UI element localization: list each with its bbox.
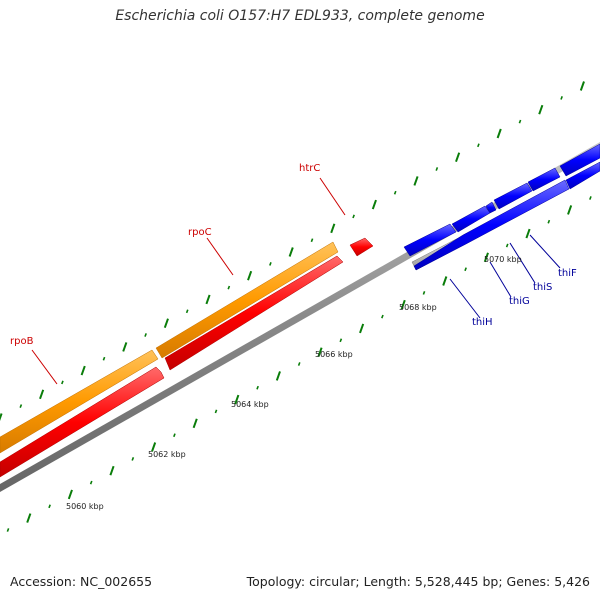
inner-tick-minor [173,433,176,438]
inner-tick-major [192,418,198,429]
outer-tick-minor [269,262,272,266]
label-htrC: htrC [299,163,320,174]
outer-tick-minor [185,309,189,314]
leader-htrC [319,177,346,216]
inner-tick-minor [547,219,551,224]
leader-thiF [529,234,561,269]
inner-tick-major [67,489,73,500]
gene-rpoC-forward [155,241,339,359]
gene-thi-4 [493,182,533,210]
scale-label-5068: 5068 kbp [399,303,437,312]
scale-label-5066: 5066 kbp [315,350,353,359]
gene-thi-3 [485,201,497,214]
scale-label-5070: 5070 kbp [484,255,522,264]
outer-tick-major [163,318,169,329]
inner-tick-minor [589,196,592,200]
outer-tick-major [288,247,294,257]
outer-tick-major [80,365,86,376]
inner-tick-major [26,513,32,523]
inner-tick-minor [214,409,218,414]
outer-tick-minor [310,238,314,243]
map-title: Escherichia coli O157:H7 EDL933, complet… [115,8,485,24]
outer-tick-track [0,81,585,421]
genome-summary-text: Topology: circular; Length: 5,528,445 bp… [246,574,590,589]
label-rpoC: rpoC [188,227,212,238]
label-thiF: thiF [558,268,577,279]
outer-tick-major [371,199,377,210]
leader-rpoC [206,237,234,276]
outer-tick-minor [19,404,23,408]
inner-tick-major [400,299,406,310]
inner-tick-minor [131,457,135,461]
inner-tick-major [525,228,531,239]
outer-tick-minor [518,119,522,124]
gene-thi-1 [403,223,457,257]
inner-tick-track [6,196,592,532]
outer-tick-minor [61,380,64,385]
outer-tick-major [538,104,544,115]
inner-tick-minor [505,243,509,248]
outer-tick-minor [477,143,480,148]
outer-tick-major [413,176,419,186]
label-thiG: thiG [509,296,530,307]
inner-tick-major [234,394,240,405]
inner-tick-minor [381,314,384,319]
inner-tick-minor [6,528,10,532]
outer-tick-major [247,270,253,281]
outer-tick-major [0,413,3,421]
inner-tick-minor [48,504,51,509]
leader-thiS [509,242,536,284]
gene-htrC [349,237,374,257]
outer-tick-minor [102,356,106,361]
gene-thi-5 [527,167,561,192]
outer-tick-minor [227,285,231,290]
inner-tick-major [359,323,365,334]
label-rpoB: rpoB [10,336,34,347]
outer-tick-major [455,152,461,163]
gene-thiF [565,161,600,190]
outer-tick-major [496,128,502,139]
gene-rpoB-reverse [0,366,165,478]
inner-tick-major [275,371,281,381]
inner-tick-major [567,205,573,215]
label-thiH: thiH [472,317,493,328]
inner-tick-major [317,347,323,358]
accession-text: Accession: NC_002655 [10,574,153,589]
inner-tick-major [109,465,115,476]
outer-tick-major [39,389,45,400]
inner-tick-minor [256,385,259,390]
inner-tick-major [151,442,157,452]
inner-tick-major [442,276,448,286]
outer-tick-minor [144,333,147,337]
scale-label-5060: 5060 kbp [66,502,104,511]
outer-tick-minor [393,190,397,195]
outer-tick-major [330,223,336,234]
inner-tick-minor [464,267,467,272]
label-thiS: thiS [533,282,552,293]
scale-label-5062: 5062 kbp [148,450,186,459]
leader-thiH [449,278,481,319]
gene-rpoC-reverse [164,255,344,371]
outer-tick-major [205,294,211,305]
inner-tick-minor [339,338,343,343]
inner-tick-minor [297,362,301,366]
gene-thi-6 [559,143,600,177]
inner-tick-minor [89,480,93,485]
leader-rpoB [31,349,58,385]
outer-tick-minor [560,96,563,100]
outer-tick-major [122,342,128,352]
outer-tick-minor [352,214,355,219]
outer-tick-minor [435,167,439,171]
outer-tick-major [579,81,585,91]
gene-thiG [413,179,570,271]
leader-thiG [489,261,512,298]
scale-label-5064: 5064 kbp [231,400,269,409]
inner-tick-minor [422,291,426,295]
gene-rpoB-forward [0,349,159,454]
inner-tick-major [483,252,489,263]
